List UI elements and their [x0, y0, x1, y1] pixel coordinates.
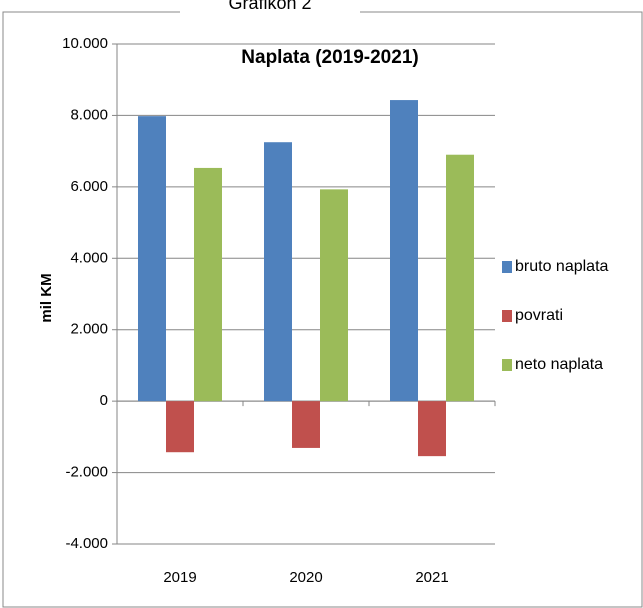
y-tick-label: 8.000 [70, 106, 108, 123]
chart-title: Naplata (2019-2021) [241, 47, 418, 68]
x-tick-label: 2019 [163, 569, 196, 586]
legend-label: povrati [515, 307, 563, 324]
y-tick-label: 6.000 [70, 178, 108, 195]
legend-swatch [502, 359, 512, 371]
y-tick-label: 0 [100, 392, 108, 409]
caption: Grafikon 2 [228, 0, 311, 13]
y-tick-label: 2.000 [70, 321, 108, 338]
bar [446, 154, 474, 402]
x-tick-label: 2021 [415, 569, 448, 586]
y-tick-label: -2.000 [65, 464, 108, 481]
legend-label: neto naplata [515, 356, 603, 373]
y-tick-label: 10.000 [62, 35, 108, 52]
legend-label: bruto naplata [515, 258, 609, 275]
bar [264, 142, 292, 402]
x-tick-label: 2020 [289, 569, 322, 586]
y-tick-label: 4.000 [70, 249, 108, 266]
bar [166, 401, 194, 453]
caption-bg [180, 0, 360, 14]
y-axis-label: mil KM [38, 273, 55, 322]
bar [390, 100, 418, 402]
bar [194, 167, 222, 402]
bar [292, 401, 320, 448]
legend-swatch [502, 261, 512, 273]
bar [320, 189, 348, 402]
y-tick-label: -4.000 [65, 535, 108, 552]
bar [138, 116, 166, 402]
bar [418, 401, 446, 457]
legend-swatch [502, 310, 512, 322]
